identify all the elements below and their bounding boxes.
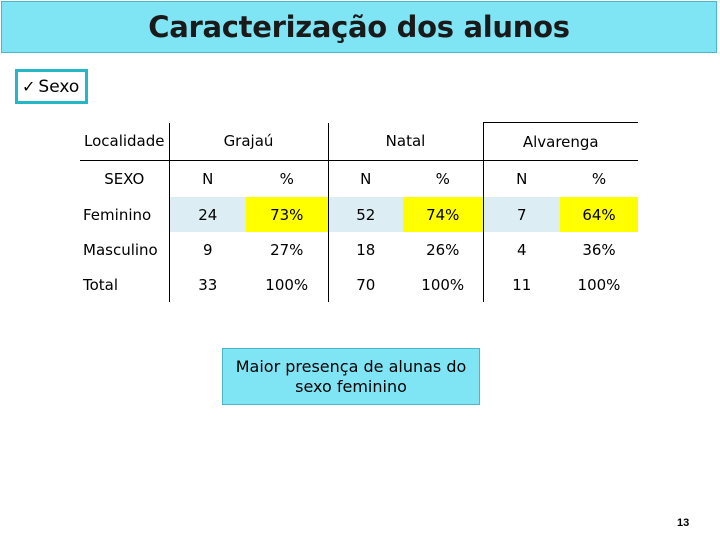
- table-cell: 100%: [403, 267, 484, 302]
- page-title: Caracterização dos alunos: [148, 10, 570, 44]
- table-row-total: Total 33 100% 70 100% 11 100%: [80, 267, 638, 302]
- table-cell: 7: [483, 197, 560, 232]
- header-localidade: Localidade: [80, 122, 170, 161]
- table-row: Masculino 9 27% 18 26% 4 36%: [80, 232, 638, 267]
- title-bar: Caracterização dos alunos: [1, 1, 717, 53]
- subheader-cell: %: [403, 160, 484, 197]
- table-cell: 100%: [246, 267, 329, 302]
- table-subheader-row: SEXO N % N % N %: [80, 160, 638, 197]
- subheader-cell: N: [516, 170, 528, 188]
- header-group-alvarenga: Alvarenga: [482, 122, 638, 161]
- table-cell: 74%: [403, 197, 484, 232]
- table-cell: 18: [356, 240, 376, 259]
- subheader-cell: N: [202, 170, 214, 188]
- table-row: Feminino 24 73% 52 74% 7 64%: [80, 197, 638, 232]
- table-cell: 11: [512, 275, 532, 294]
- row-label: Total: [80, 267, 170, 302]
- table-cell: 33: [198, 275, 218, 294]
- subheader-cell: %: [591, 170, 607, 188]
- students-table: Localidade Grajaú Natal Alvarenga SEXO N…: [80, 122, 638, 302]
- table-cell: 27%: [246, 232, 329, 267]
- header-sexo: SEXO: [80, 160, 170, 197]
- table-cell: 64%: [560, 197, 638, 232]
- row-label: Feminino: [80, 197, 170, 232]
- bullet-item-sexo: ✓ Sexo: [15, 69, 88, 104]
- table-cell: 52: [328, 197, 403, 232]
- page-number: 13: [677, 517, 690, 529]
- table-cell: 9: [202, 240, 213, 259]
- table-cell: 36%: [582, 240, 616, 259]
- subheader-cell: N: [360, 170, 372, 188]
- callout-note: Maior presença de alunas do sexo feminin…: [222, 348, 480, 405]
- subheader-cell: %: [246, 160, 329, 197]
- bullet-label: Sexo: [38, 76, 80, 97]
- checkmark-icon: ✓: [22, 77, 36, 96]
- row-label: Masculino: [80, 232, 170, 267]
- table-cell: 73%: [246, 197, 329, 232]
- header-group-natal: Natal: [328, 122, 483, 161]
- table-cell: 70: [356, 275, 376, 294]
- header-group-grajau: Grajaú: [169, 122, 329, 161]
- table-cell: 26%: [403, 232, 484, 267]
- table-cell: 24: [169, 197, 246, 232]
- table-header-row: Localidade Grajaú Natal Alvarenga: [80, 122, 638, 161]
- table-cell: 100%: [577, 275, 621, 294]
- table-cell: 4: [516, 240, 527, 259]
